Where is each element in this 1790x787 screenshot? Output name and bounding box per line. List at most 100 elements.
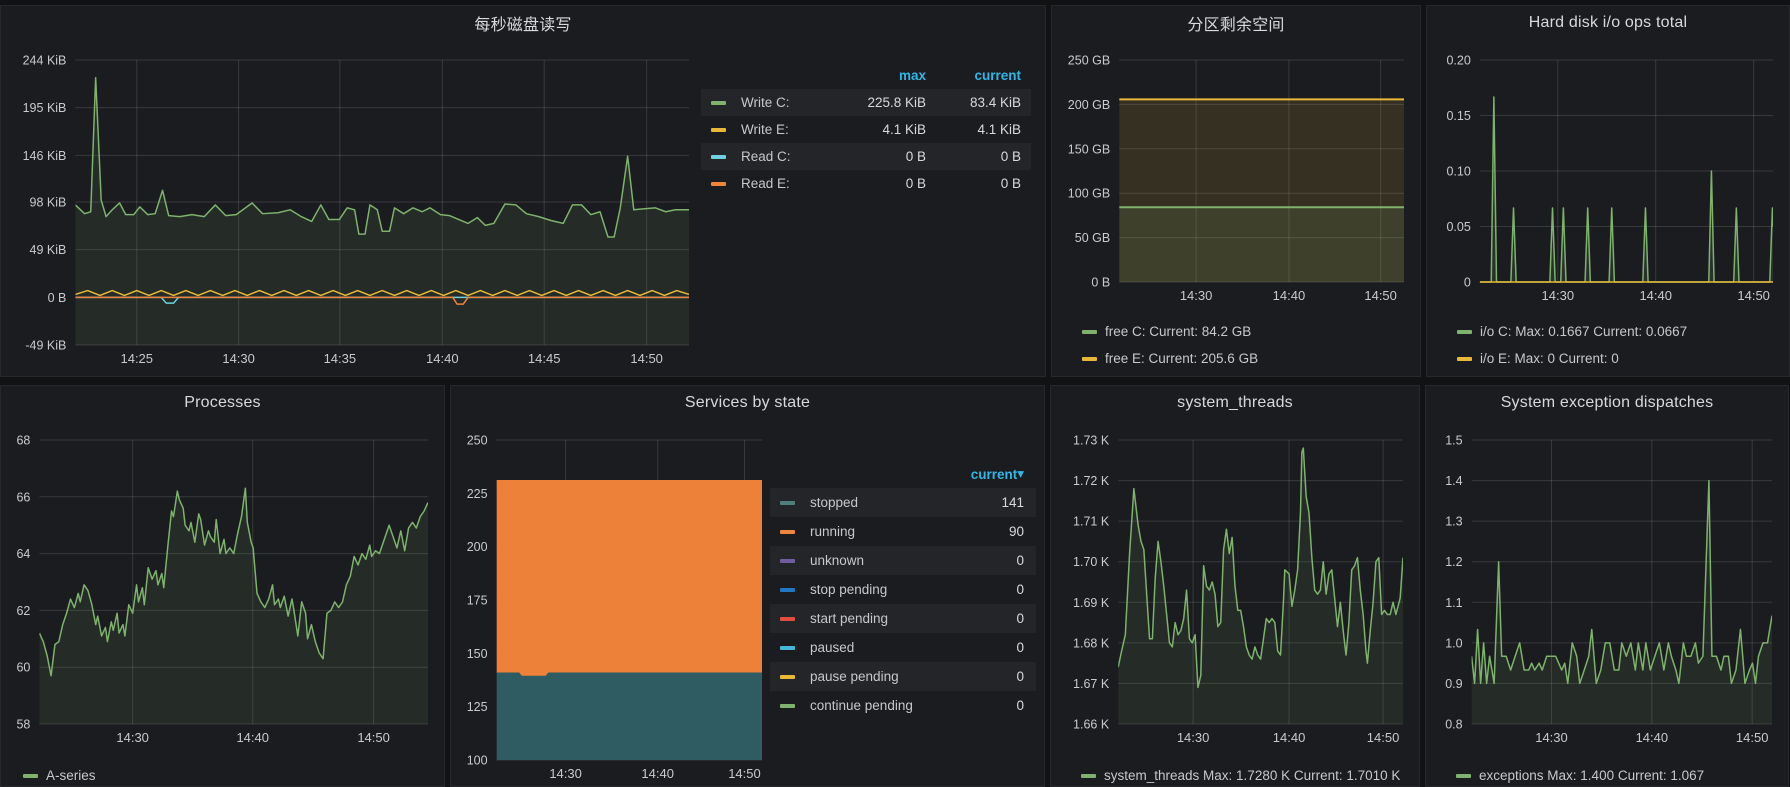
y-tick-label: 1.70 K [1073, 555, 1110, 569]
panel-title[interactable]: Services by state [451, 386, 1044, 420]
legend-item-text: system_threads Max: 1.7280 K Current: 1.… [1104, 768, 1400, 783]
chart-system-threads[interactable]: 1.73 K1.72 K1.71 K1.70 K1.69 K1.68 K1.67… [1059, 420, 1411, 750]
y-tick-label: 60 [16, 661, 30, 675]
y-tick-label: 0.9 [1445, 677, 1462, 691]
series-current-value: 0 [972, 698, 1024, 713]
series-label: paused [810, 640, 972, 655]
legend-item-free-e[interactable]: free E: Current: 205.6 GB [1082, 345, 1412, 372]
area-free-c [1119, 207, 1404, 282]
series-current-value: 0 [972, 611, 1024, 626]
panel-title[interactable]: Processes [1, 386, 444, 420]
legend-row-unknown[interactable]: unknown 0 [770, 546, 1036, 575]
legend-item-free-c[interactable]: free C: Current: 84.2 GB [1082, 318, 1412, 345]
legend-sort-current[interactable]: current [926, 68, 1021, 83]
legend-item-text: free E: Current: 205.6 GB [1105, 351, 1258, 366]
y-tick-label: 1.2 [1445, 555, 1462, 569]
x-tick-label: 14:35 [324, 351, 357, 366]
series-current-value: 0 [972, 640, 1024, 655]
series-max-value: 225.8 KiB [821, 95, 926, 110]
chart-svg: 25022520017515012510014:3014:4014:50 [459, 420, 770, 784]
x-tick-label: 14:30 [1180, 288, 1213, 303]
legend-item-exceptions-max[interactable]: exceptions Max: 1.400 Current: 1.067 [1456, 762, 1780, 787]
panel-body: 1.73 K1.72 K1.71 K1.70 K1.69 K1.68 K1.67… [1051, 420, 1419, 786]
panel-services-by-state: Services by state 2502252001751501251001… [450, 385, 1045, 787]
x-tick-label: 14:40 [1636, 730, 1669, 745]
panel-hard-disk-io: Hard disk i/o ops total 0.200.150.100.05… [1426, 5, 1790, 377]
series-color-dash-icon [780, 646, 795, 650]
panel-title[interactable]: Hard disk i/o ops total [1427, 6, 1789, 40]
series-label: Write C: [741, 95, 821, 110]
area-running [497, 481, 762, 676]
legend-sort-current[interactable]: current▾ [770, 460, 1036, 488]
series-label: stop pending [810, 582, 972, 597]
legend-row-read-e[interactable]: Read E: 0 B 0 B [701, 170, 1031, 197]
y-tick-label: 244 KiB [23, 54, 67, 68]
y-tick-label: 66 [16, 490, 30, 504]
legend-table-header: max current [701, 62, 1031, 89]
legend-row-write-c[interactable]: Write C: 225.8 KiB 83.4 KiB [701, 89, 1031, 116]
chart-services-by-state[interactable]: 25022520017515012510014:3014:4014:50 [459, 420, 770, 784]
legend-item-system-threads-max[interactable]: system_threads Max: 1.7280 K Current: 1.… [1081, 762, 1411, 787]
x-tick-label: 14:40 [236, 730, 269, 745]
chart-svg: 1.73 K1.72 K1.71 K1.70 K1.69 K1.68 K1.67… [1059, 420, 1411, 750]
y-tick-label: 225 [467, 487, 488, 501]
legend-row-stopped[interactable]: stopped 141 [770, 488, 1036, 517]
y-tick-label: 0.8 [1445, 718, 1462, 732]
panel-body: 250 GB200 GB150 GB100 GB50 GB0 B14:3014:… [1052, 40, 1420, 376]
series-color-dash-icon [1082, 357, 1097, 361]
panel-processes: Processes 68666462605814:3014:4014:50 A-… [0, 385, 445, 787]
y-tick-label: 250 [467, 434, 488, 448]
chart-svg: 1.51.41.31.21.11.00.90.814:3014:4014:50 [1434, 420, 1780, 750]
y-tick-label: 1.5 [1445, 434, 1462, 448]
legend-row-running[interactable]: running 90 [770, 517, 1036, 546]
series-label: running [810, 524, 972, 539]
chart-disk-read-write[interactable]: 244 KiB195 KiB146 KiB98 KiB49 KiB0 B-49 … [9, 40, 697, 375]
panel-title[interactable]: system_threads [1051, 386, 1419, 420]
legend-row-start-pending[interactable]: start pending 0 [770, 604, 1036, 633]
y-tick-label: 125 [467, 700, 488, 714]
legend-row-stop-pending[interactable]: stop pending 0 [770, 575, 1036, 604]
y-tick-label: 250 GB [1068, 54, 1110, 68]
legend-item-text: i/o C: Max: 0.1667 Current: 0.0667 [1480, 324, 1687, 339]
legend-row-pause-pending[interactable]: pause pending 0 [770, 662, 1036, 691]
x-tick-label: 14:40 [1639, 288, 1672, 303]
y-tick-label: 49 KiB [30, 243, 67, 257]
x-tick-label: 14:50 [1367, 730, 1400, 745]
legend-item-i-o-c[interactable]: i/o C: Max: 0.1667 Current: 0.0667 [1457, 318, 1781, 345]
y-tick-label: 64 [16, 547, 30, 561]
series-color-dash-icon [23, 774, 38, 778]
series-current-value: 83.4 KiB [926, 95, 1021, 110]
legend-row-read-c[interactable]: Read C: 0 B 0 B [701, 143, 1031, 170]
y-tick-label: 62 [16, 604, 30, 618]
y-tick-label: 0.15 [1446, 109, 1470, 123]
y-tick-label: 146 KiB [23, 149, 67, 163]
series-i-o-c[interactable] [1480, 97, 1773, 282]
y-tick-label: 195 KiB [23, 101, 67, 115]
x-tick-label: 14:50 [728, 766, 761, 781]
legend-row-paused[interactable]: paused 0 [770, 633, 1036, 662]
area-a-series [39, 488, 428, 724]
series-color-dash-icon [1457, 357, 1472, 361]
x-tick-label: 14:50 [357, 730, 390, 745]
chart-hard-disk-io[interactable]: 0.200.150.100.05014:3014:4014:50 [1435, 40, 1781, 308]
panel-title[interactable]: 每秒磁盘读写 [1, 6, 1045, 40]
chart-system-exception-dispatches[interactable]: 1.51.41.31.21.11.00.90.814:3014:4014:50 [1434, 420, 1780, 750]
chart-processes[interactable]: 68666462605814:3014:4014:50 [9, 420, 436, 750]
legend-row-write-e[interactable]: Write E: 4.1 KiB 4.1 KiB [701, 116, 1031, 143]
legend-row-continue-pending[interactable]: continue pending 0 [770, 691, 1036, 720]
legend-item-a-series[interactable]: A-series [23, 762, 436, 787]
chart-svg: 244 KiB195 KiB146 KiB98 KiB49 KiB0 B-49 … [9, 40, 697, 375]
chart-partition-free-space[interactable]: 250 GB200 GB150 GB100 GB50 GB0 B14:3014:… [1060, 40, 1412, 308]
series-write-c[interactable] [75, 78, 689, 237]
panel-title[interactable]: 分区剩余空间 [1052, 6, 1420, 40]
y-tick-label: 68 [16, 434, 30, 448]
series-label: pause pending [810, 669, 972, 684]
panel-title[interactable]: System exception dispatches [1426, 386, 1788, 420]
chart-svg: 250 GB200 GB150 GB100 GB50 GB0 B14:3014:… [1060, 40, 1412, 308]
legend-sort-max[interactable]: max [821, 68, 926, 83]
x-tick-label: 14:40 [1273, 288, 1306, 303]
x-tick-label: 14:40 [426, 351, 459, 366]
series-current-value: 0 B [926, 149, 1021, 164]
chart-legend: free C: Current: 84.2 GB free E: Current:… [1060, 318, 1412, 372]
legend-item-i-o-e[interactable]: i/o E: Max: 0 Current: 0 [1457, 345, 1781, 372]
